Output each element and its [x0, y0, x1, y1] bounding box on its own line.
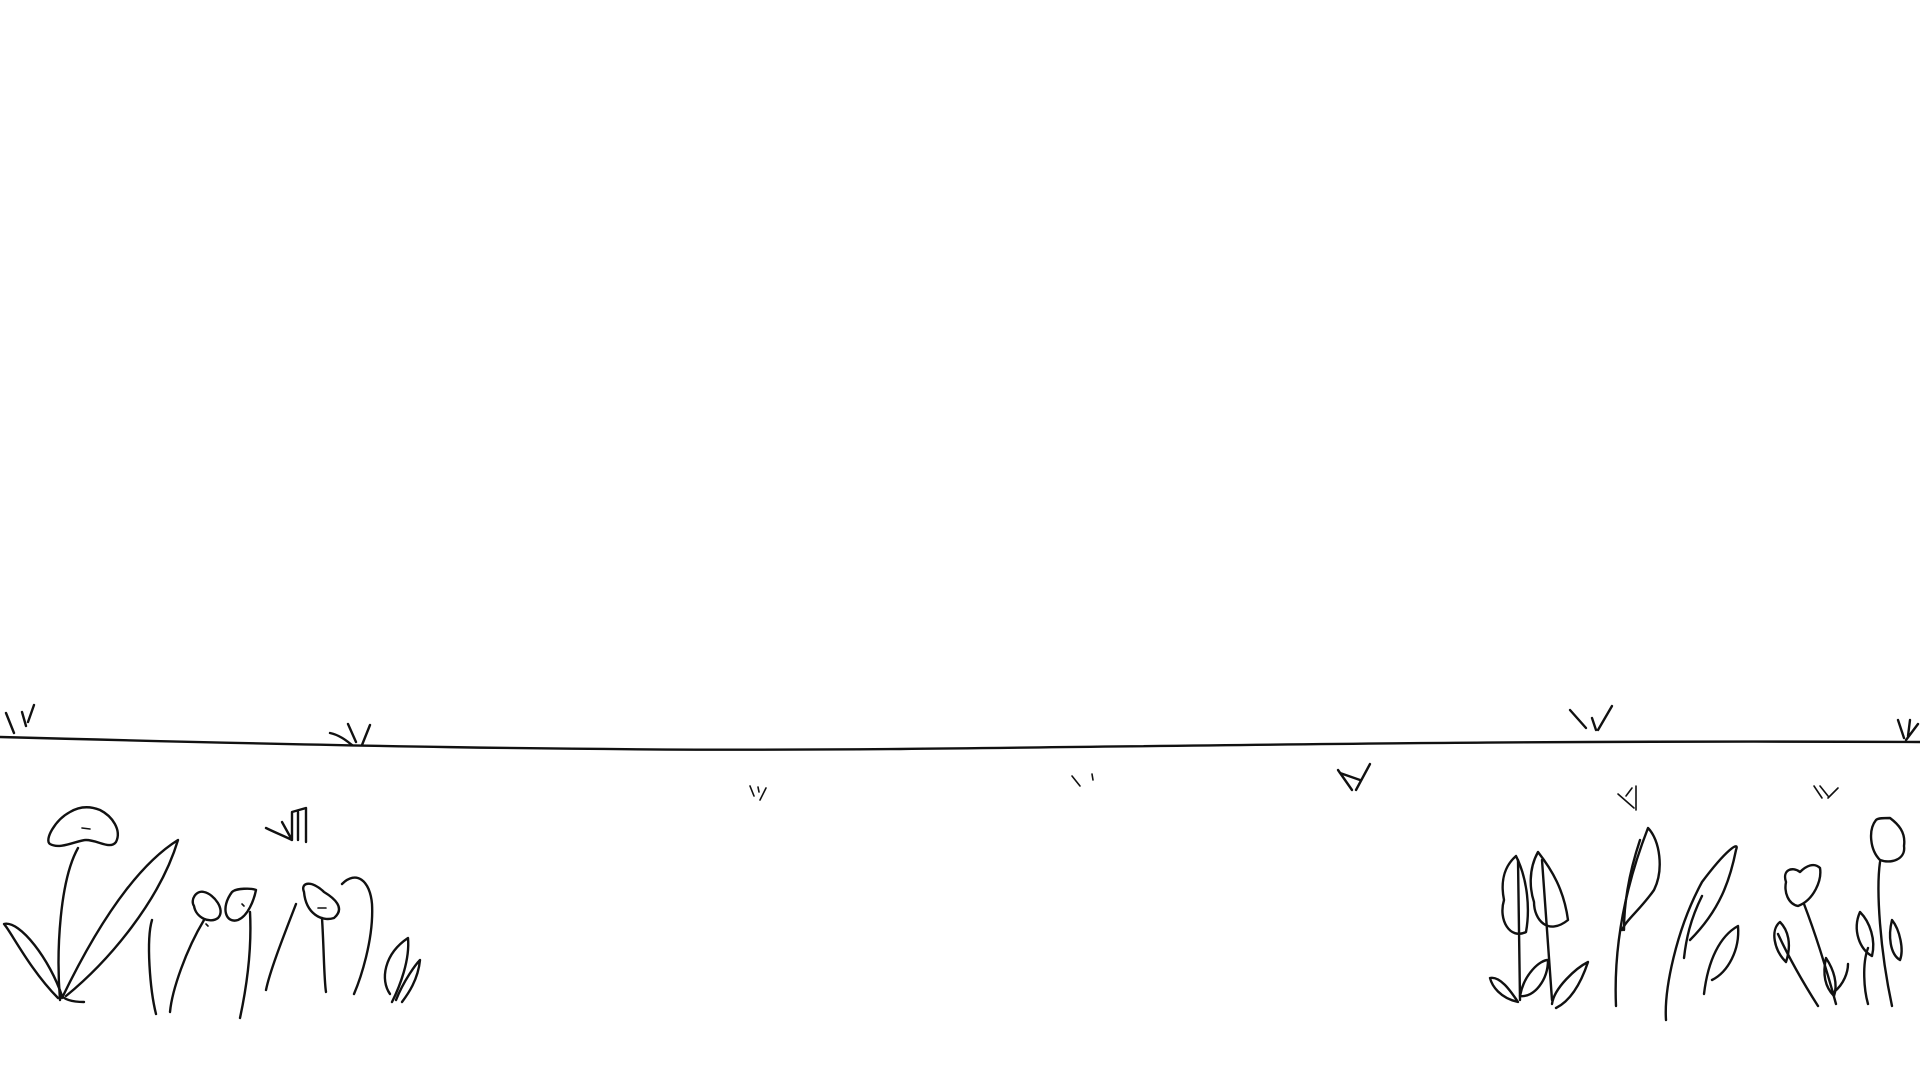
- flower-icon: [264, 882, 341, 994]
- grass-tuft-icon: [1336, 762, 1372, 792]
- butterfly-icon: [264, 806, 308, 844]
- grass-tuft-icon: [1568, 704, 1614, 732]
- leaf-icon: [340, 876, 422, 1004]
- ground-line-icon: [0, 735, 1920, 751]
- grass-tuft-icon: [749, 785, 767, 801]
- grass-tuft-icon: [1813, 785, 1839, 799]
- tulip-icon: [1773, 863, 1850, 1008]
- leaf-icon: [1488, 850, 1590, 1010]
- grass-tuft-icon: [328, 722, 372, 747]
- grass-tuft-icon: [1071, 773, 1094, 787]
- leaf-icon: [1614, 826, 1740, 1022]
- tulip-icon: [1855, 816, 1906, 1008]
- grass-tuft-icon: [1617, 785, 1637, 811]
- grass-tuft-icon: [4, 703, 36, 735]
- flower-icon: [2, 806, 180, 1004]
- flower-icon: [147, 887, 258, 1020]
- grass-tuft-icon: [1896, 718, 1920, 742]
